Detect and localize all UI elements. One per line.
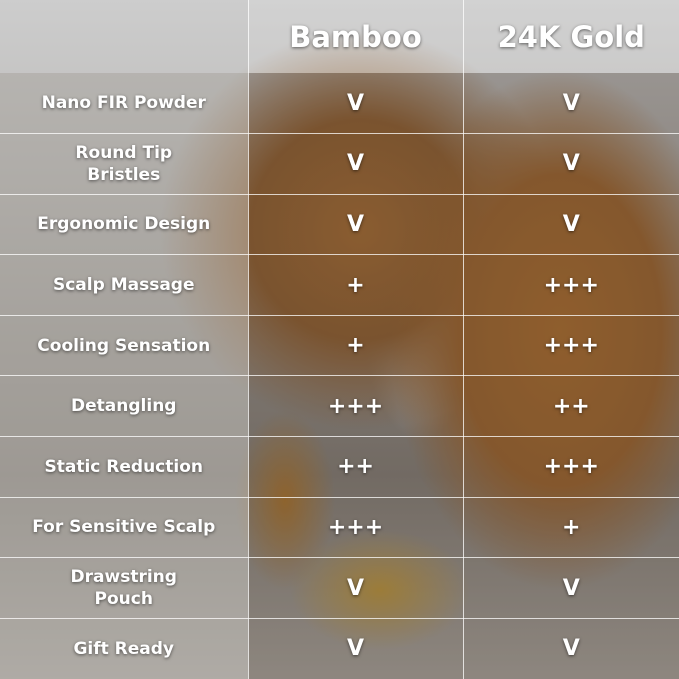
gold-value: V — [462, 73, 679, 135]
bamboo-value: V — [247, 557, 464, 619]
feature-label: Drawstring Pouch — [0, 557, 249, 619]
gold-value: +++ — [462, 436, 679, 498]
header-row: Bamboo 24K Gold — [0, 0, 679, 73]
bamboo-value: ++ — [247, 436, 464, 498]
gold-value: +++ — [462, 314, 679, 377]
bamboo-value: + — [247, 254, 464, 316]
table-row: For Sensitive Scalp +++ + — [0, 496, 679, 559]
table-row: Round Tip Bristles V V — [0, 133, 679, 195]
table-row: Ergonomic Design V V — [0, 193, 679, 256]
header-bamboo: Bamboo — [247, 0, 464, 73]
bamboo-value: + — [247, 314, 464, 377]
gold-value: V — [462, 617, 679, 679]
feature-label: Gift Ready — [0, 617, 249, 679]
table-row: Drawstring Pouch V V — [0, 557, 679, 619]
feature-label: Detangling — [0, 375, 249, 438]
bamboo-value: V — [247, 73, 464, 135]
bamboo-value: V — [247, 133, 464, 195]
header-24k-gold: 24K Gold — [462, 0, 679, 73]
header-corner — [0, 0, 249, 73]
table-row: Static Reduction ++ +++ — [0, 436, 679, 498]
table-row: Cooling Sensation + +++ — [0, 314, 679, 377]
table-row: Detangling +++ ++ — [0, 375, 679, 438]
gold-value: V — [462, 557, 679, 619]
feature-label: Scalp Massage — [0, 254, 249, 316]
feature-label: For Sensitive Scalp — [0, 496, 249, 559]
feature-label: Ergonomic Design — [0, 193, 249, 256]
table-row: Gift Ready V V — [0, 617, 679, 679]
bamboo-value: V — [247, 617, 464, 679]
bamboo-value: +++ — [247, 496, 464, 559]
feature-label: Cooling Sensation — [0, 314, 249, 377]
feature-label: Static Reduction — [0, 436, 249, 498]
gold-value: +++ — [462, 254, 679, 316]
gold-value: V — [462, 193, 679, 256]
feature-label: Nano FIR Powder — [0, 73, 249, 135]
table-row: Nano FIR Powder V V — [0, 73, 679, 135]
feature-label: Round Tip Bristles — [0, 133, 249, 195]
bamboo-value: +++ — [247, 375, 464, 438]
table-row: Scalp Massage + +++ — [0, 254, 679, 316]
gold-value: V — [462, 133, 679, 195]
bamboo-value: V — [247, 193, 464, 256]
gold-value: ++ — [462, 375, 679, 438]
gold-value: + — [462, 496, 679, 559]
